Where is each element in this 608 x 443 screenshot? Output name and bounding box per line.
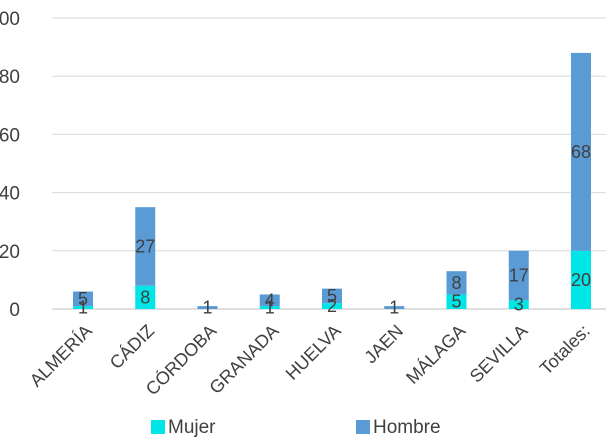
legend: Mujer Hombre [151,417,441,438]
bar-mujer [508,300,529,309]
legend-label: Mujer [168,417,216,438]
y-tick-label: 40 [0,184,20,205]
y-tick-label: 20 [0,242,20,263]
bar-hombre [259,294,280,307]
bar-hombre [135,207,156,286]
data-label-mujer: 2 [327,296,337,316]
bar-mujer [571,250,591,309]
data-label-hombre: 5 [327,286,337,306]
data-label-hombre: 1 [202,298,212,318]
bar-hombre [322,288,342,304]
bars [73,52,591,309]
data-label-mujer: 5 [451,292,461,312]
bar-hombre [571,52,591,251]
bar-hombre [197,306,218,309]
y-axis-ticks: 0 20 40 60 80 100 [0,9,20,321]
bar-hombre [508,250,529,301]
data-label-hombre: 68 [571,142,591,162]
category-label: JAEN [360,321,407,368]
legend-swatch [151,420,165,434]
bar-hombre [384,306,405,309]
data-label-mujer: 3 [514,295,524,315]
data-label-mujer: 1 [265,298,275,318]
data-label-mujer: 8 [140,287,150,307]
bar-hombre [73,291,93,307]
data-label-hombre: 27 [135,236,155,256]
category-label: SEVILLA [466,321,532,387]
legend-swatch [356,420,370,434]
data-label-hombre: 17 [509,266,529,286]
y-tick-label: 0 [9,300,20,321]
bar-mujer [135,285,156,309]
category-label: ALMERÍA [26,321,96,391]
data-label-hombre: 5 [78,289,88,309]
data-label-mujer: 1 [78,298,88,318]
category-label: CÁDIZ [106,321,158,373]
y-tick-label: 100 [0,9,20,30]
category-label: HUELVA [282,321,345,384]
data-label-mujer: 20 [571,270,591,290]
data-label-hombre: 4 [265,290,275,310]
category-label: Totales: [536,321,594,379]
bar-mujer [322,303,342,309]
data-label-hombre: 1 [389,298,399,318]
data-label-hombre: 8 [451,273,461,293]
bar-mujer [73,306,93,309]
y-tick-label: 80 [0,67,20,88]
bar-mujer [259,306,280,309]
legend-label: Hombre [373,417,441,438]
y-tick-label: 60 [0,125,20,146]
category-label: MÁLAGA [402,321,469,388]
bar-hombre [446,271,467,295]
bar-mujer [446,294,467,309]
